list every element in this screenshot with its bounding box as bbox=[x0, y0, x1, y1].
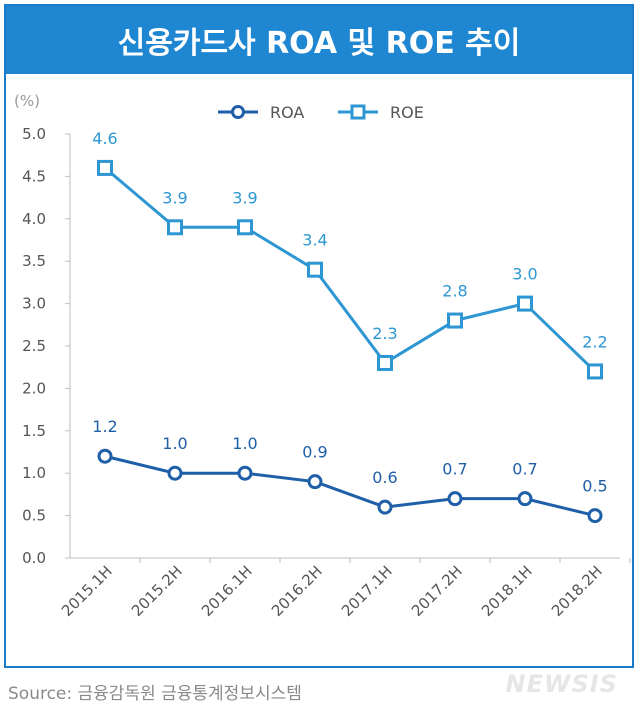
series-layer: 1.2 1.0 1.0 0.9 0.6 0.7 0.7 0.5 4.6 3.9 3.9 3.4 2.3 2… bbox=[92, 129, 608, 524]
data-label-roa: 1.0 bbox=[162, 434, 187, 453]
point-roe bbox=[447, 312, 463, 329]
y-tick-labels: 0.0 0.5 1.0 1.5 2.0 2.5 3.0 3.5 4.0 4.5 5.0 bbox=[22, 125, 70, 567]
data-label-roe: 2.8 bbox=[442, 282, 467, 301]
x-tick-labels: 2015.1H 2015.2H 2016.1H 2016.2H 2017.1H 2017.… bbox=[58, 558, 631, 620]
point-roa bbox=[587, 508, 603, 524]
point-roa bbox=[377, 499, 393, 515]
x-tick-label: 2015.1H bbox=[58, 562, 116, 620]
point-roe bbox=[517, 295, 533, 312]
y-tick-label: 2.5 bbox=[22, 337, 46, 355]
data-label-roe: 2.2 bbox=[582, 332, 607, 351]
y-tick-label: 2.0 bbox=[22, 379, 46, 397]
watermark-logo: NEWSIS bbox=[505, 670, 618, 698]
legend-roe-label: ROE bbox=[390, 103, 424, 122]
data-label-roa: 0.5 bbox=[582, 477, 607, 496]
data-label-roe: 3.4 bbox=[302, 231, 327, 250]
legend-roe-marker bbox=[350, 104, 366, 120]
line-chart: (%) ROA ROE 0.0 0.5 1.0 1.5 2.0 2.5 3.0 3.5 4.0 4… bbox=[14, 92, 631, 620]
data-label-roe: 3.9 bbox=[232, 188, 257, 207]
series-line-roa bbox=[104, 454, 596, 518]
data-label-roe: 3.9 bbox=[162, 188, 187, 207]
data-label-roa: 0.9 bbox=[302, 443, 327, 462]
series-line-roe bbox=[104, 166, 597, 373]
data-label-roa: 0.7 bbox=[512, 460, 537, 479]
data-label-roe: 3.0 bbox=[512, 265, 537, 284]
legend-roa-marker bbox=[231, 105, 245, 119]
y-tick-label: 0.0 bbox=[22, 549, 46, 567]
y-tick-label: 4.5 bbox=[22, 167, 46, 185]
source-text: Source: 금융감독원 금융통계정보시스템 bbox=[8, 684, 302, 704]
point-roa bbox=[447, 491, 463, 507]
data-label-roa: 0.7 bbox=[442, 460, 467, 479]
x-tick-label: 2018.2H bbox=[548, 562, 606, 620]
y-axis-unit: (%) bbox=[14, 92, 40, 110]
data-label-roa: 0.6 bbox=[372, 468, 397, 487]
data-label-roe: 2.3 bbox=[372, 324, 397, 343]
point-roe bbox=[97, 159, 113, 176]
y-tick-label: 1.5 bbox=[22, 422, 46, 440]
x-tick-label: 2016.1H bbox=[198, 562, 256, 620]
x-tick-label: 2017.1H bbox=[338, 562, 396, 620]
data-label-roa: 1.2 bbox=[92, 417, 117, 436]
x-tick-label: 2015.2H bbox=[128, 562, 186, 620]
point-roe bbox=[307, 261, 323, 278]
point-roa bbox=[517, 491, 533, 507]
chart-frame: 신용카드사 ROA 및 ROE 추이 bbox=[4, 4, 634, 668]
y-tick-label: 5.0 bbox=[22, 125, 46, 143]
y-tick-label: 3.0 bbox=[22, 295, 46, 313]
chart-title: 신용카드사 ROA 및 ROE 추이 bbox=[6, 6, 632, 74]
y-tick-label: 4.0 bbox=[22, 210, 46, 228]
legend-roa-label: ROA bbox=[270, 103, 304, 122]
point-roe bbox=[377, 354, 393, 371]
y-tick-label: 1.0 bbox=[22, 464, 46, 482]
point-roa bbox=[97, 448, 113, 464]
x-tick-label: 2018.1H bbox=[478, 562, 536, 620]
point-roe bbox=[587, 363, 603, 380]
y-tick-label: 0.5 bbox=[22, 507, 46, 525]
x-tick-label: 2017.2H bbox=[408, 562, 466, 620]
data-label-roa: 1.0 bbox=[232, 434, 257, 453]
axes bbox=[69, 134, 620, 559]
data-label-roe: 4.6 bbox=[92, 129, 117, 148]
point-roa bbox=[307, 474, 323, 490]
point-roa bbox=[237, 465, 253, 481]
point-roe bbox=[237, 219, 253, 236]
point-roa bbox=[167, 465, 183, 481]
y-tick-label: 3.5 bbox=[22, 252, 46, 270]
legend: ROA ROE bbox=[218, 103, 424, 122]
x-tick-label: 2016.2H bbox=[268, 562, 326, 620]
point-roe bbox=[167, 219, 183, 236]
